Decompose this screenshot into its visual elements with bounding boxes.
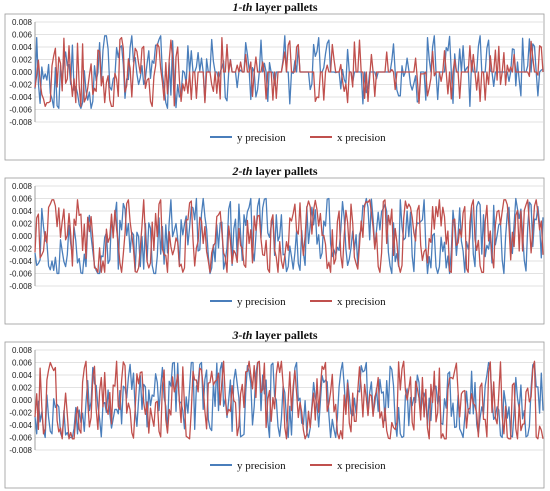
chart-title-3: 3-th layer pallets [0, 328, 550, 343]
chart-panel-3: 3-th layer pallets 0.008 0.006 0.004 0.002 0… [0, 328, 550, 491]
legend-label: y precision [237, 460, 286, 472]
y-tick-label: 0.008 [12, 346, 33, 355]
series-line-x-precision [34, 199, 544, 273]
chart-frame [4, 13, 545, 161]
y-tick-label: 0.000 [12, 232, 33, 241]
y-tick-label: -0.008 [9, 446, 32, 455]
y-tick-label: -0.006 [9, 434, 32, 443]
chart-plot-2: 0.008 0.006 0.004 0.002 0.000 -0.002 -0.004 -0.… [4, 177, 545, 325]
y-tick-label: 0.006 [12, 195, 33, 204]
legend-label: y precision [237, 132, 286, 144]
y-tick-label: -0.008 [9, 282, 32, 291]
chart-title-2: 2-th layer pallets [0, 164, 550, 179]
chart-title-2-suffix: -th [238, 164, 253, 178]
y-tick-label: 0.004 [12, 371, 33, 380]
chart-title-2-rest: layer pallets [252, 164, 318, 178]
y-tick-label: -0.002 [9, 245, 32, 254]
y-tick-label: -0.004 [9, 421, 32, 430]
y-tick-label: -0.008 [9, 118, 32, 127]
series-line-x-precision [34, 360, 544, 440]
chart-panel-2: 2-th layer pallets 0.008 0.006 0.004 0.002 0… [0, 164, 550, 326]
y-tick-label: 0.008 [12, 182, 33, 191]
y-tick-label: -0.004 [9, 257, 32, 266]
chart-plot-1: 0.008 0.006 0.004 0.002 0.000 -0.002 -0.004 -0.… [4, 13, 545, 161]
y-tick-label: -0.006 [9, 106, 32, 115]
y-tick-label: 0.006 [12, 31, 33, 40]
y-tick-label: -0.006 [9, 270, 32, 279]
y-tick-label: 0.004 [12, 207, 33, 216]
chart-title-1-suffix: -th [238, 0, 253, 14]
legend-label: y precision [237, 296, 286, 308]
y-tick-label: 0.002 [12, 220, 33, 229]
series-line-y-precision [34, 197, 544, 275]
y-tick-label: 0.006 [12, 359, 33, 368]
chart-frame [4, 177, 545, 325]
y-tick-label: -0.002 [9, 81, 32, 90]
chart-title-3-suffix: -th [238, 328, 253, 342]
chart-title-3-num: 3 [232, 328, 239, 342]
chart-title-1-rest: layer pallets [252, 0, 318, 14]
y-tick-label: -0.002 [9, 409, 32, 418]
y-tick-label: -0.004 [9, 93, 32, 102]
chart-frame [4, 341, 545, 489]
y-tick-label: 0.002 [12, 56, 33, 65]
legend-label: x precision [337, 460, 386, 472]
y-tick-label: 0.000 [12, 396, 33, 405]
chart-panel-1: 1-th layer pallets 0.008 0.006 0.004 0.002 0… [0, 0, 550, 162]
y-tick-label: 0.002 [12, 384, 33, 393]
chart-title-2-num: 2 [232, 164, 239, 178]
chart-plot-3: 0.008 0.006 0.004 0.002 0.000 -0.002 -0.004 -0.… [4, 341, 545, 489]
chart-title-1: 1-th layer pallets [0, 0, 550, 15]
chart-title-1-num: 1 [232, 0, 239, 14]
series-line-x-precision [34, 36, 544, 108]
chart-title-3-rest: layer pallets [252, 328, 318, 342]
legend-label: x precision [337, 132, 386, 144]
y-tick-label: 0.008 [12, 18, 33, 27]
y-tick-label: 0.000 [12, 68, 33, 77]
legend-label: x precision [337, 296, 386, 308]
y-tick-label: 0.004 [12, 43, 33, 52]
